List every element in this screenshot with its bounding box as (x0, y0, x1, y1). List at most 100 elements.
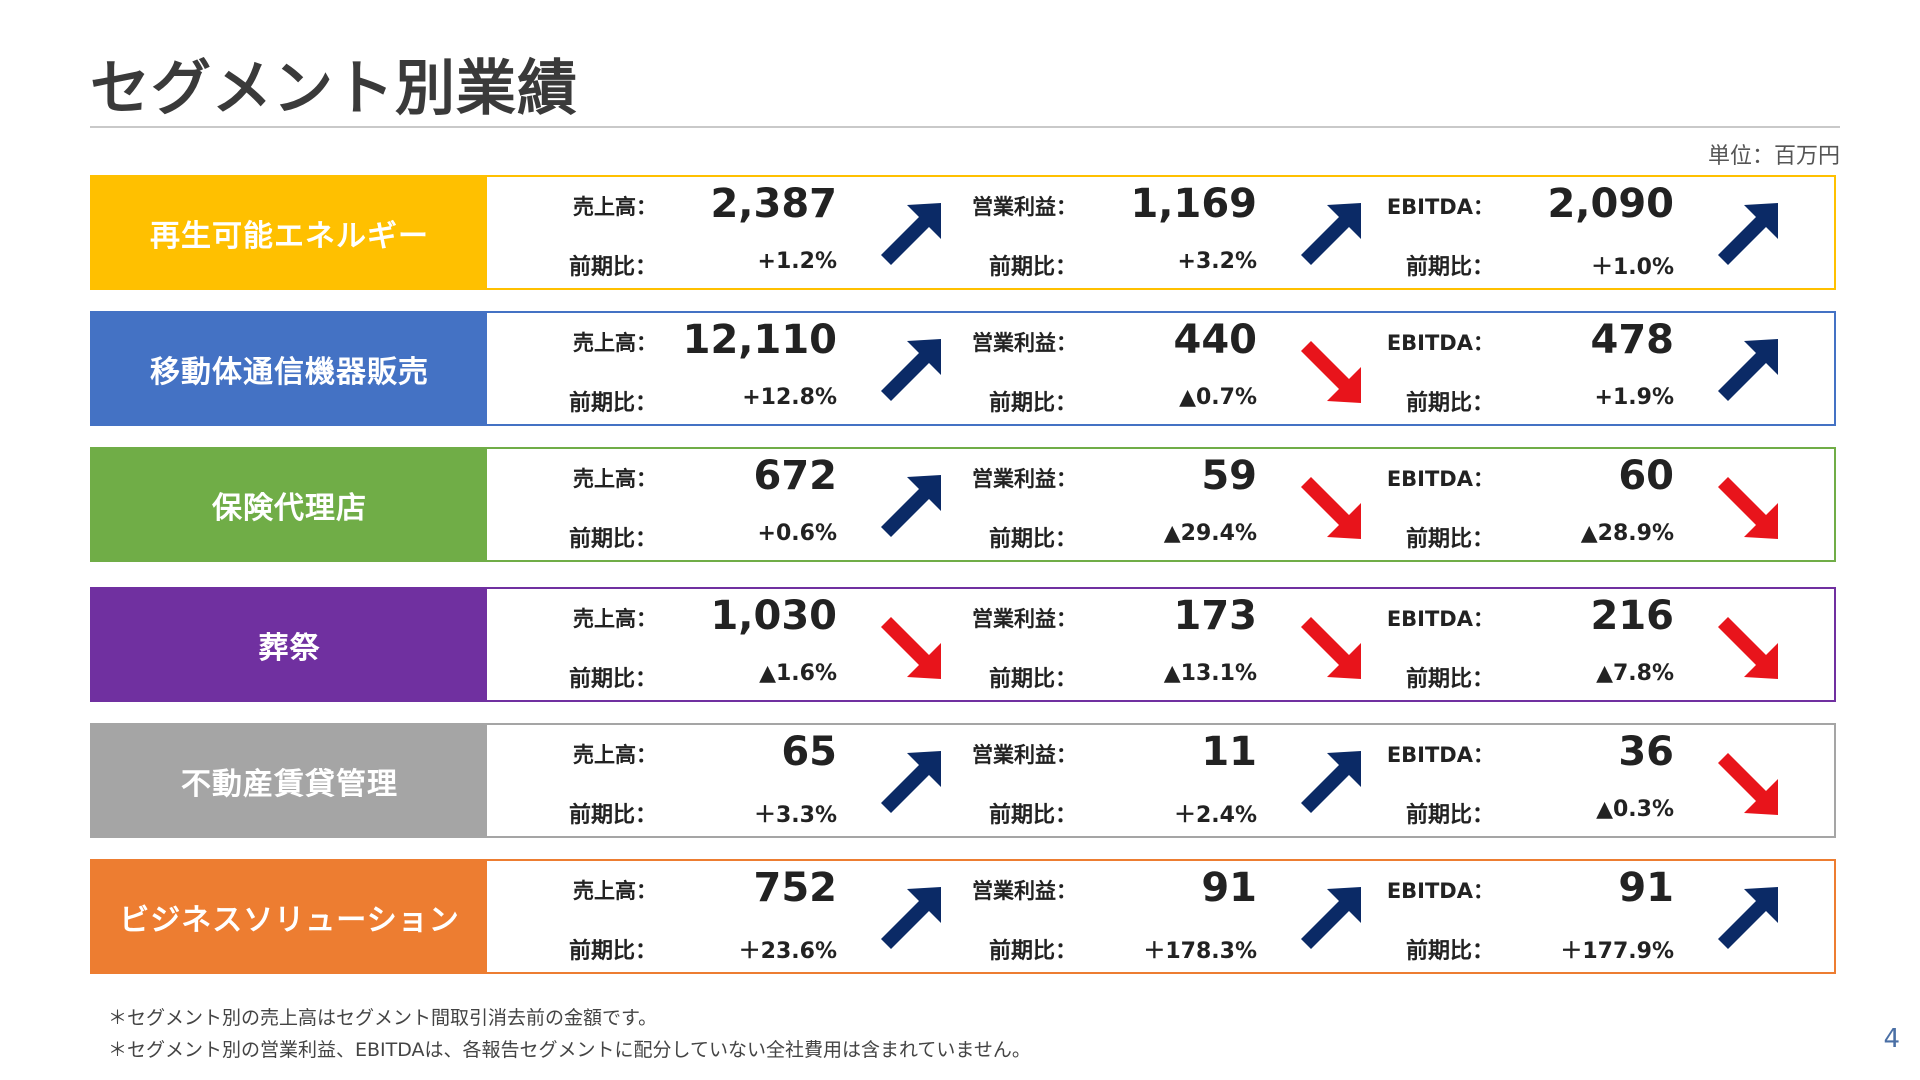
sales-metric: 売上高： 65 前期比： ＋3.3% (487, 725, 941, 836)
op-yoy-value: ▲13.1% (1163, 661, 1257, 686)
op-value: 173 (1173, 593, 1258, 639)
op-yoy-value: ＋178.3% (1143, 939, 1257, 964)
segment-row: ビジネスソリューション 売上高： 752 前期比： ＋23.6% 営業利益： 91 前期比： ＋… (90, 859, 1836, 974)
ebitda-value: 2,090 (1547, 181, 1674, 227)
op-value: 59 (1201, 453, 1257, 499)
op-yoy-value: +3.2% (1177, 249, 1257, 274)
sales-value: 65 (781, 729, 837, 775)
arrow-up-right-icon (875, 333, 951, 409)
sales-label: 売上高： (573, 467, 657, 491)
yoy-label: 前期比： (568, 527, 657, 552)
ebitda-metric: EBITDA： 91 前期比： ＋177.9% (1324, 861, 1778, 972)
ebitda-yoy-value: ▲28.9% (1580, 521, 1674, 546)
op-metric: 営業利益： 1,169 前期比： +3.2% (907, 177, 1361, 288)
yoy-label: 前期比： (1405, 527, 1494, 552)
arrow-down-right-icon (1712, 609, 1788, 685)
sales-value: 1,030 (710, 593, 837, 639)
footnote: ＊セグメント別の売上高はセグメント間取引消去前の金額です。 (108, 1007, 658, 1029)
op-metric: 営業利益： 440 前期比： ▲0.7% (907, 313, 1361, 424)
op-value: 91 (1201, 865, 1257, 911)
segment-name: ビジネスソリューション (92, 861, 487, 972)
sales-label: 売上高： (573, 195, 657, 219)
segment-name: 不動産賃貸管理 (92, 725, 487, 836)
yoy-label: 前期比： (1405, 667, 1494, 692)
sales-yoy-value: +1.2% (757, 249, 837, 274)
ebitda-value: 216 (1590, 593, 1675, 639)
ebitda-yoy-value: +1.9% (1594, 385, 1674, 410)
sales-yoy-value: ＋3.3% (753, 803, 837, 828)
yoy-label: 前期比： (568, 255, 657, 280)
yoy-label: 前期比： (1405, 255, 1494, 280)
ebitda-yoy-value: ▲0.3% (1596, 797, 1674, 822)
op-yoy-value: ▲29.4% (1163, 521, 1257, 546)
yoy-label: 前期比： (568, 667, 657, 692)
arrow-up-right-icon (1712, 197, 1788, 273)
ebitda-label: EBITDA： (1386, 879, 1494, 903)
op-label: 営業利益： (972, 195, 1077, 219)
op-yoy-value: ＋2.4% (1173, 803, 1257, 828)
sales-label: 売上高： (573, 331, 657, 355)
yoy-label: 前期比： (988, 391, 1077, 416)
op-label: 営業利益： (972, 743, 1077, 767)
yoy-label: 前期比： (988, 527, 1077, 552)
ebitda-metric: EBITDA： 216 前期比： ▲7.8% (1324, 589, 1778, 700)
yoy-label: 前期比： (568, 939, 657, 964)
op-label: 営業利益： (972, 607, 1077, 631)
sales-yoy-value: ▲1.6% (759, 661, 837, 686)
sales-yoy-value: +0.6% (757, 521, 837, 546)
segment-name: 移動体通信機器販売 (92, 313, 487, 424)
arrow-down-right-icon (1712, 469, 1788, 545)
arrow-up-right-icon (875, 881, 951, 957)
ebitda-value: 91 (1618, 865, 1674, 911)
op-value: 1,169 (1130, 181, 1257, 227)
unit-label: 単位：百万円 (1707, 144, 1840, 169)
footnotes: ＊セグメント別の売上高はセグメント間取引消去前の金額です。 ＊セグメント別の営業… (108, 1002, 1031, 1066)
segment-row: 移動体通信機器販売 売上高： 12,110 前期比： +12.8% 営業利益： 440 前期比… (90, 311, 1836, 426)
yoy-label: 前期比： (568, 803, 657, 828)
segment-row: 再生可能エネルギー 売上高： 2,387 前期比： +1.2% 営業利益： 1,169 前期比… (90, 175, 1836, 290)
yoy-label: 前期比： (988, 803, 1077, 828)
sales-yoy-value: ＋23.6% (738, 939, 837, 964)
op-label: 営業利益： (972, 879, 1077, 903)
op-metric: 営業利益： 59 前期比： ▲29.4% (907, 449, 1361, 560)
title-divider (90, 126, 1840, 128)
op-metric: 営業利益： 91 前期比： ＋178.3% (907, 861, 1361, 972)
segment-name: 葬祭 (92, 589, 487, 700)
yoy-label: 前期比： (1405, 803, 1494, 828)
ebitda-metric: EBITDA： 2,090 前期比： ＋1.0% (1324, 177, 1778, 288)
ebitda-label: EBITDA： (1386, 467, 1494, 491)
arrow-down-right-icon (1712, 745, 1788, 821)
op-label: 営業利益： (972, 331, 1077, 355)
ebitda-label: EBITDA： (1386, 195, 1494, 219)
ebitda-metric: EBITDA： 478 前期比： +1.9% (1324, 313, 1778, 424)
op-value: 11 (1201, 729, 1257, 775)
sales-value: 2,387 (710, 181, 837, 227)
arrow-up-right-icon (1295, 881, 1371, 957)
sales-label: 売上高： (573, 879, 657, 903)
sales-metric: 売上高： 12,110 前期比： +12.8% (487, 313, 941, 424)
arrow-up-right-icon (1295, 197, 1371, 273)
arrow-up-right-icon (875, 745, 951, 821)
ebitda-value: 478 (1590, 317, 1675, 363)
op-metric: 営業利益： 11 前期比： ＋2.4% (907, 725, 1361, 836)
sales-value: 672 (753, 453, 838, 499)
sales-label: 売上高： (573, 607, 657, 631)
arrow-down-right-icon (875, 609, 951, 685)
ebitda-yoy-value: ▲7.8% (1596, 661, 1674, 686)
sales-metric: 売上高： 672 前期比： +0.6% (487, 449, 941, 560)
arrow-up-right-icon (1295, 745, 1371, 821)
ebitda-metric: EBITDA： 60 前期比： ▲28.9% (1324, 449, 1778, 560)
ebitda-label: EBITDA： (1386, 331, 1494, 355)
sales-label: 売上高： (573, 743, 657, 767)
segment-row: 葬祭 売上高： 1,030 前期比： ▲1.6% 営業利益： 173 前期比： ▲13.1% EB… (90, 587, 1836, 702)
ebitda-value: 60 (1618, 453, 1674, 499)
op-value: 440 (1173, 317, 1258, 363)
yoy-label: 前期比： (988, 667, 1077, 692)
sales-value: 752 (753, 865, 838, 911)
arrow-up-right-icon (1712, 333, 1788, 409)
sales-metric: 売上高： 752 前期比： ＋23.6% (487, 861, 941, 972)
footnote: ＊セグメント別の営業利益、EBITDAは、各報告セグメントに配分していない全社費… (108, 1039, 1031, 1061)
op-yoy-value: ▲0.7% (1179, 385, 1257, 410)
op-label: 営業利益： (972, 467, 1077, 491)
sales-value: 12,110 (682, 317, 837, 363)
